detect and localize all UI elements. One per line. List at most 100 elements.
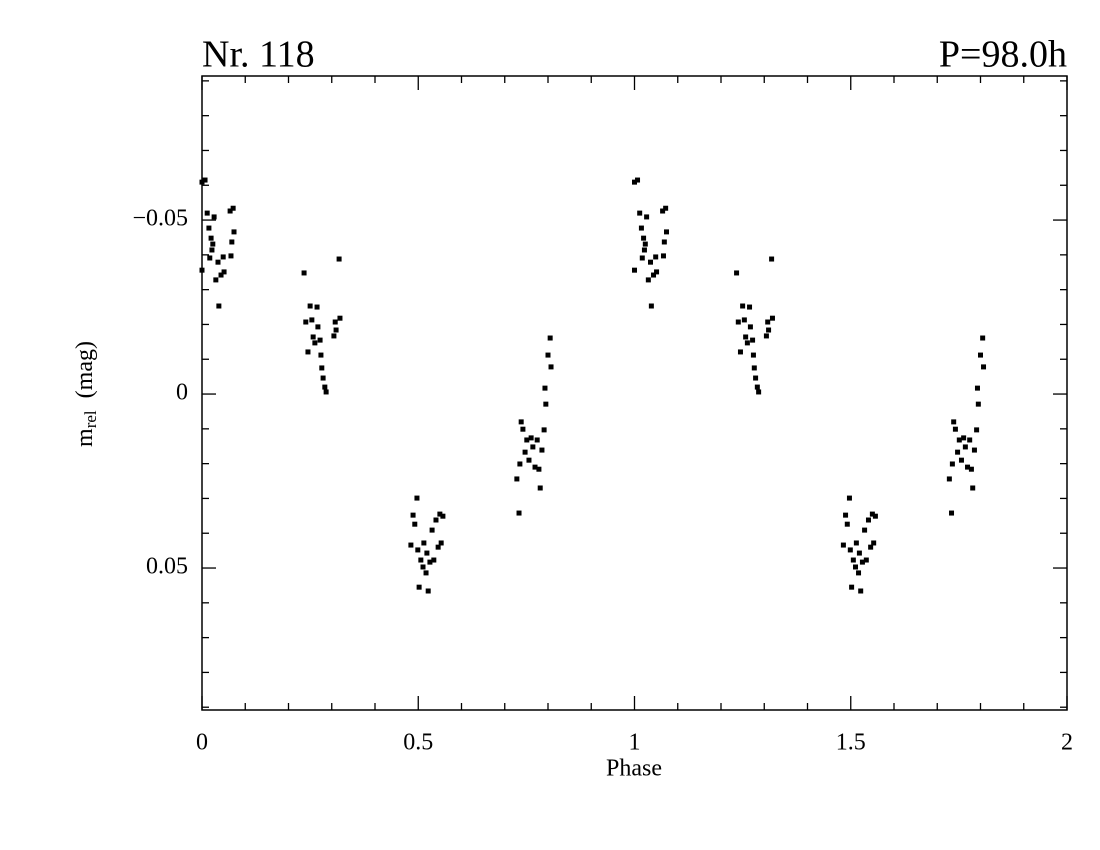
data-point <box>211 214 217 220</box>
data-point <box>862 527 868 533</box>
data-point <box>949 461 955 467</box>
x-axis-label: Phase <box>606 756 662 782</box>
data-point <box>522 449 528 455</box>
data-point <box>216 303 222 309</box>
data-point <box>336 256 342 262</box>
data-point <box>843 512 849 518</box>
data-point <box>856 570 862 576</box>
data-point <box>213 277 219 283</box>
data-point <box>438 540 444 546</box>
data-point <box>962 444 968 450</box>
data-point <box>756 389 762 395</box>
data-point <box>418 557 424 563</box>
data-point <box>314 304 320 310</box>
chart-title: Nr. 118 <box>202 34 315 76</box>
data-point <box>408 542 414 548</box>
data-point <box>847 547 853 553</box>
y-tick-label: 0.05 <box>146 554 188 580</box>
data-point <box>199 267 205 273</box>
data-point <box>221 269 227 275</box>
data-point <box>534 437 540 443</box>
y-tick-label: 0 <box>176 380 188 406</box>
data-point <box>974 427 980 433</box>
data-point <box>750 352 756 358</box>
data-point <box>639 255 645 261</box>
data-point <box>747 324 753 330</box>
data-point <box>208 235 214 241</box>
data-point <box>648 259 654 265</box>
data-point <box>331 333 337 339</box>
data-point <box>199 179 205 185</box>
data-point <box>763 333 769 339</box>
data-point <box>547 335 553 341</box>
data-point <box>322 384 328 390</box>
data-point <box>632 267 637 273</box>
y-label-unit: (mag) <box>72 341 98 398</box>
data-point <box>971 447 977 453</box>
y-label-sub: rel <box>81 410 100 428</box>
data-point <box>858 588 864 594</box>
data-point <box>661 239 667 245</box>
data-point <box>312 340 318 346</box>
data-point <box>323 389 329 395</box>
data-point <box>635 177 641 183</box>
data-point <box>231 229 237 235</box>
data-point <box>949 510 955 516</box>
data-point <box>769 315 775 321</box>
data-point <box>952 426 958 432</box>
data-point <box>536 466 542 472</box>
data-point <box>530 444 536 450</box>
data-point <box>961 435 967 441</box>
data-point <box>951 419 957 425</box>
data-point <box>641 235 647 241</box>
data-point <box>974 385 980 391</box>
data-point <box>318 352 324 358</box>
data-point <box>303 319 309 325</box>
data-point <box>651 272 657 278</box>
data-point <box>518 419 524 425</box>
data-point <box>319 365 325 371</box>
data-point <box>333 327 339 333</box>
data-point <box>332 319 338 325</box>
data-point <box>743 334 749 340</box>
data-point <box>750 337 756 343</box>
data-point <box>514 476 520 482</box>
data-point <box>541 427 547 433</box>
data-point <box>532 464 538 470</box>
data-point <box>638 225 644 231</box>
data-point <box>537 485 543 491</box>
data-point <box>754 384 760 390</box>
data-point <box>660 208 666 214</box>
data-point <box>956 437 962 443</box>
data-point <box>735 319 741 325</box>
data-point <box>648 303 654 309</box>
data-point <box>765 319 771 325</box>
data-point <box>209 247 215 253</box>
data-point <box>524 437 530 443</box>
data-point <box>310 334 316 340</box>
data-point <box>427 559 433 565</box>
data-point <box>202 177 208 183</box>
data-point <box>410 512 416 518</box>
data-point <box>734 270 740 276</box>
data-point <box>227 208 233 214</box>
data-point <box>539 447 545 453</box>
data-point <box>968 466 974 472</box>
data-point <box>437 511 443 517</box>
data-point <box>229 239 235 245</box>
data-point <box>215 259 221 265</box>
plot-frame <box>201 75 1068 711</box>
data-point <box>337 315 343 321</box>
data-point <box>435 544 441 550</box>
data-point <box>320 375 326 381</box>
data-point <box>305 349 311 355</box>
data-point <box>840 542 846 548</box>
data-point <box>751 365 757 371</box>
data-point <box>958 457 964 463</box>
data-point <box>853 564 859 570</box>
data-point <box>429 527 435 533</box>
data-point <box>737 349 743 355</box>
data-point <box>420 564 426 570</box>
x-tick-label: 1 <box>629 730 641 756</box>
x-tick-label: 0 <box>196 730 208 756</box>
